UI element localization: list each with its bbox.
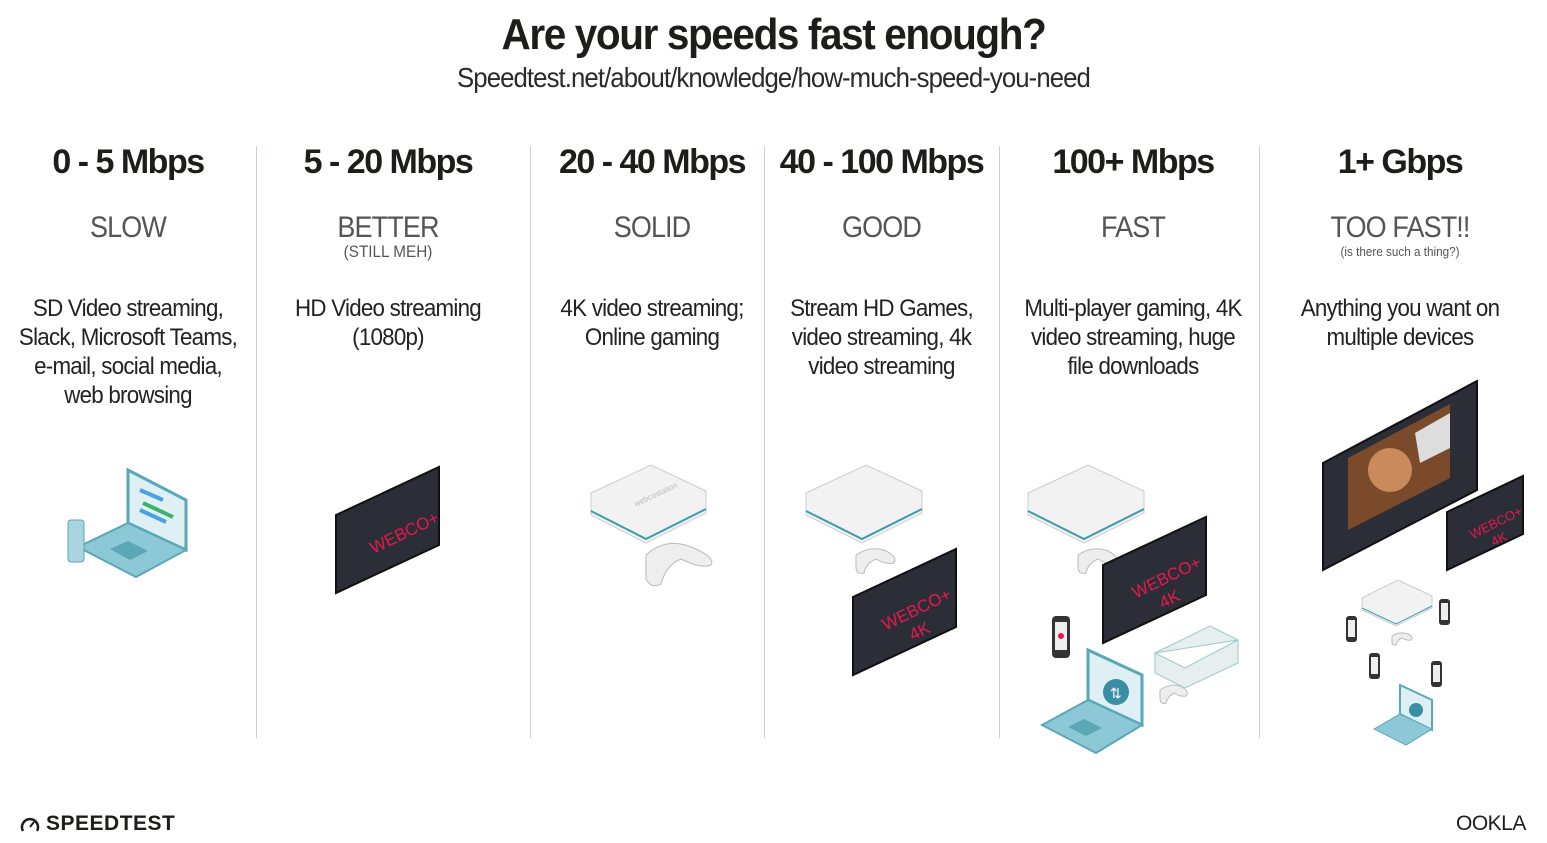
tv-icon: WEBCO+ [335,465,442,595]
svg-text:⇅: ⇅ [1110,685,1122,701]
tier-label: TOO FAST!! [1330,211,1470,244]
phone-icon [1346,616,1357,642]
tier-speed: 5 - 20 Mbps [303,143,474,181]
tier-speed: 100+ Mbps [1052,143,1215,181]
tier-slow: 0 - 5 Mbps SLOW [0,140,256,244]
tier-too-fast: 1+ Gbps TOO FAST!! (is there such a thin… [1270,140,1530,260]
tier-description: Anything you want on multiple devices [1300,295,1500,351]
tier-speed: 1+ Gbps [1337,143,1464,181]
column-divider [999,146,1000,738]
tier-better: 5 - 20 Mbps BETTER (STILL MEH) [256,140,520,260]
tier-speed: 20 - 40 Mbps [558,143,747,181]
tier-description: 4K video streaming; Online gaming [560,295,744,351]
tier-description: SD Video streaming, Slack, Microsoft Tea… [18,295,238,409]
game-console-icon: webcostation [590,464,713,587]
phone-icon [1052,616,1070,658]
laptop-icon [1372,683,1434,746]
gauge-icon [20,817,40,832]
laptop-icon [67,467,189,579]
controller-icon [1159,684,1188,704]
column-divider [256,146,257,738]
tier-label: GOOD [842,211,922,244]
tier-note: (STILL MEH) [343,242,433,261]
tier-speed: 40 - 100 Mbps [779,143,985,181]
phone-icon [1431,661,1442,687]
tier-description: HD Video streaming (1080p) [295,295,482,351]
tier-good: 40 - 100 Mbps GOOD [764,140,999,244]
source-url: Speedtest.net/about/knowledge/how-much-s… [457,62,1091,93]
tier-speed: 0 - 5 Mbps [52,143,205,181]
tier-description: Stream HD Games, video streaming, 4k vid… [790,295,974,380]
game-console-icon [1027,464,1145,574]
page-title: Are your speeds fast enough? [501,10,1047,59]
column-divider [764,146,765,738]
tv-icon: WEBCO+ 4K [1102,515,1207,645]
phone-icon [1369,653,1380,679]
controller-icon [1391,632,1413,646]
tier-label: SLOW [90,211,167,244]
column-divider [1259,146,1260,738]
tier-label: BETTER [337,211,439,244]
tier-fast: 100+ Mbps FAST [1008,140,1258,244]
ookla-logo: OOKLA [1456,812,1526,835]
laptop-icon: ⇅ [1039,647,1145,755]
tier-label: FAST [1101,211,1166,244]
controller-icon [645,542,713,587]
speedtest-logo: SPEEDTEST [20,812,175,836]
tier-label: SOLID [613,211,691,244]
phone-icon [1439,599,1450,625]
tier-description: Multi-player gaming, 4K video streaming,… [1024,295,1242,380]
speedtest-logo-text: SPEEDTEST [46,812,176,835]
game-console-icon [1361,579,1433,646]
column-divider [530,146,531,738]
tier-solid: 20 - 40 Mbps SOLID [530,140,774,244]
game-console-icon [1153,625,1239,704]
controller-icon [855,548,896,574]
tier-note: (is there such a thing?) [1340,244,1460,259]
large-tv-icon [1322,379,1478,572]
game-console-icon [805,464,923,574]
tv-icon: WEBCO+ 4K [852,547,957,677]
tv-resolution: 4K [1488,529,1509,550]
tv-icon: WEBCO+ 4K [1446,474,1525,572]
